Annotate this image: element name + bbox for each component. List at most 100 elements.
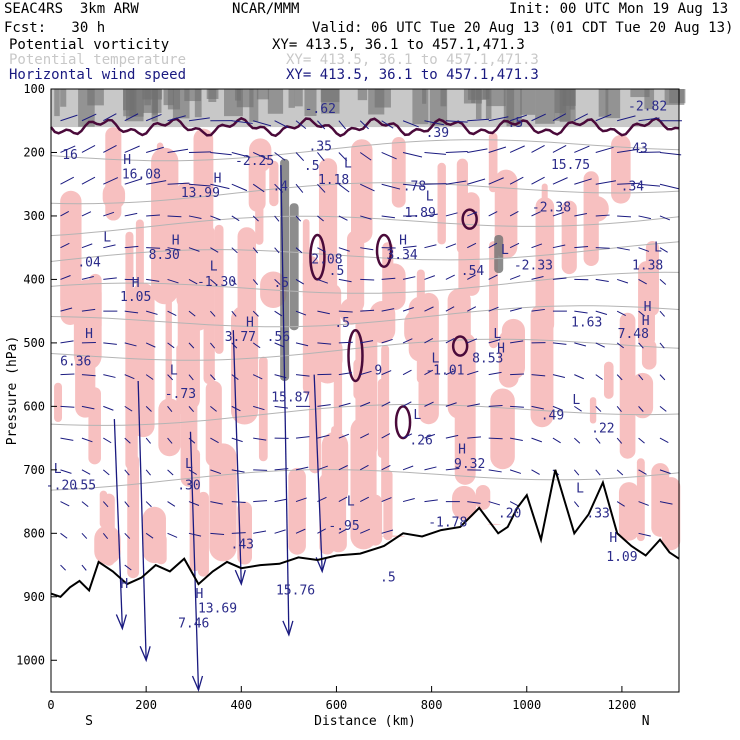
wind-vector — [252, 374, 263, 380]
wind-vector — [210, 279, 217, 285]
x-tick-label: 0 — [47, 698, 54, 712]
extremum-label: .34 — [621, 180, 645, 195]
y-tick-label: 100 — [23, 82, 45, 96]
wind-vector — [210, 310, 216, 317]
wind-vector — [659, 469, 671, 474]
stratosphere-shade — [184, 89, 202, 102]
wind-vector — [81, 469, 91, 475]
wind-vector — [231, 310, 237, 317]
wind-vector — [616, 437, 623, 444]
wind-vector — [274, 120, 289, 129]
pv-shade-patch — [230, 305, 259, 425]
wind-vector — [188, 374, 194, 381]
wind-vector — [445, 369, 456, 376]
extremum-label: 7.48 — [618, 327, 649, 342]
pv-shade-patch — [487, 523, 501, 525]
pv-shaded-regions — [51, 89, 686, 579]
wind-vector — [103, 405, 114, 411]
pv-shade-patch — [346, 230, 365, 313]
wind-vector — [402, 120, 419, 128]
extremum-label: 9.32 — [454, 457, 485, 472]
wind-vector — [531, 211, 541, 217]
stratosphere-shade — [87, 89, 104, 106]
wind-vector — [617, 215, 631, 218]
pv-shade-patch — [288, 467, 306, 555]
wind-vector — [338, 528, 348, 534]
extremum-label: .5 — [273, 276, 289, 291]
wind-vector — [167, 182, 190, 185]
wind-vector — [552, 211, 564, 217]
model-title: SEAC4RS 3km ARW — [4, 1, 139, 17]
extremum-label: 3.34 — [386, 248, 417, 263]
wind-vector — [360, 309, 375, 312]
wind-vector — [381, 277, 396, 280]
wind-vector — [188, 469, 197, 475]
wind-vector — [60, 532, 68, 539]
extremum-label: -2.25 — [235, 154, 274, 169]
wind-vector — [402, 465, 414, 471]
wind-vector — [81, 275, 94, 280]
extremum-label: 13.99 — [181, 186, 220, 201]
wind-vector — [167, 374, 174, 381]
wind-vector — [295, 374, 310, 377]
wind-vector — [531, 276, 544, 280]
pv-shade-patch — [142, 506, 166, 564]
wind-vector — [124, 113, 139, 122]
extremum-label: .5 — [334, 316, 350, 331]
wind-vector — [424, 306, 434, 312]
wind-vector — [467, 242, 477, 249]
wind-vector — [338, 278, 352, 283]
wind-vector — [424, 275, 436, 280]
wind-vector — [659, 183, 679, 190]
pv-shade-patch — [158, 398, 181, 457]
wind-vector — [595, 469, 601, 476]
wind-vector — [60, 373, 75, 376]
pv-shade-patch — [237, 227, 257, 326]
extremum-label: .22 — [591, 421, 614, 436]
extremum-label: H — [246, 315, 254, 330]
wind-vector — [573, 437, 581, 444]
wind-vector — [60, 145, 76, 153]
pv-shade-patch — [661, 477, 681, 551]
plot-frame — [50, 88, 680, 693]
wind-vector — [381, 529, 394, 534]
wind-vector — [573, 469, 580, 476]
x-tick-label: 800 — [421, 698, 443, 712]
wind-vector — [124, 532, 131, 539]
pv-shade-patch — [318, 158, 338, 320]
wind-vector — [338, 341, 353, 344]
wind-vector — [145, 501, 152, 508]
wind-vector — [317, 120, 326, 130]
y-tick-label: 400 — [23, 272, 45, 286]
wind-vector — [338, 402, 351, 407]
extremum-label: H — [458, 442, 466, 457]
wind-vector — [188, 501, 200, 506]
wind-vector — [595, 278, 609, 283]
wind-vector — [338, 496, 348, 503]
extremum-label: -.62 — [305, 102, 336, 117]
wind-vector — [317, 434, 330, 439]
wind-vector — [124, 501, 130, 508]
wind-vector — [467, 501, 481, 504]
wind-vector — [167, 437, 173, 444]
wind-vector — [274, 529, 286, 534]
extremum-label: H — [609, 531, 617, 546]
wind-vector — [338, 247, 350, 252]
wind-vector — [81, 176, 96, 185]
updraft-vector — [113, 419, 124, 629]
wind-vector — [574, 246, 589, 249]
wind-vector — [488, 404, 503, 407]
updraft-vector — [313, 374, 323, 572]
x-tick-label: 1200 — [607, 698, 636, 712]
extremum-label: .43 — [231, 538, 254, 553]
extremum-label: -2.82 — [628, 100, 667, 115]
valid-time: Valid: 06 UTC Tue 20 Aug 13 (01 CDT Tue … — [312, 20, 734, 36]
pv-shade-patch — [583, 171, 599, 266]
pv-shade-patch — [331, 426, 338, 497]
wind-vector — [659, 374, 666, 381]
wind-vector — [573, 501, 580, 508]
wind-vector — [595, 180, 617, 185]
wind-vector — [253, 120, 272, 127]
wind-vector — [445, 120, 468, 123]
